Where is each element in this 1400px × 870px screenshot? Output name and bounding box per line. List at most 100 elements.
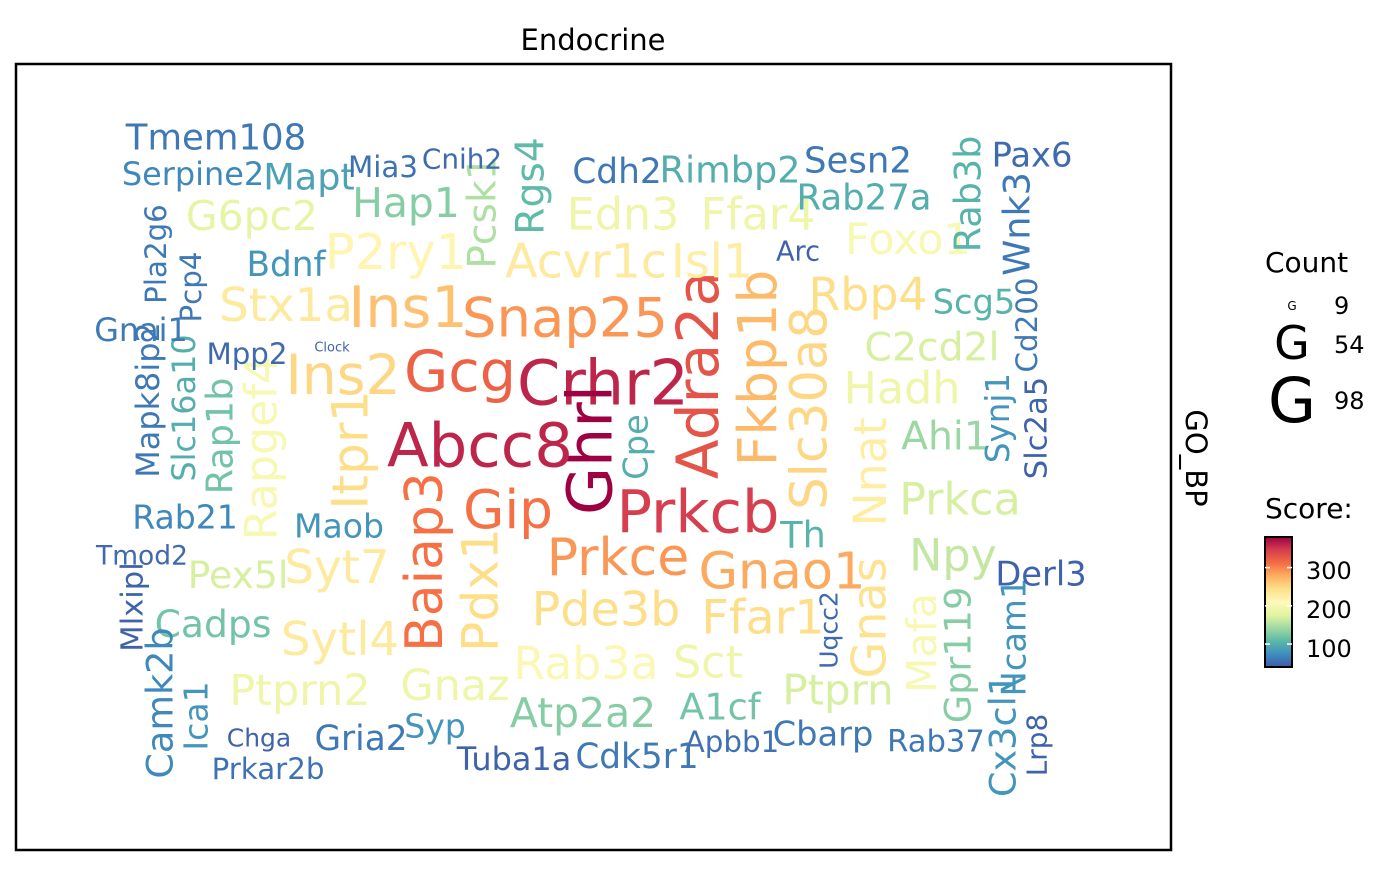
word-slc16a10: Slc16a10	[165, 334, 203, 481]
word-rap1b: Rap1b	[199, 378, 242, 495]
word-syp: Syp	[404, 707, 466, 746]
word-prkca: Prkca	[899, 475, 1021, 526]
word-mafa: Mafa	[898, 593, 946, 693]
score-colorbar-ticks	[1265, 566, 1292, 645]
word-chga: Chga	[227, 724, 292, 753]
word-bdnf: Bdnf	[246, 245, 326, 285]
word-gnas: Gnas	[843, 557, 898, 678]
word-pax6: Pax6	[992, 136, 1073, 175]
word-gnao1: Gnao1	[698, 543, 865, 602]
word-rab37: Rab37	[887, 725, 985, 760]
word-tmod2: Tmod2	[95, 541, 188, 572]
count-legend-label-large: 98	[1334, 387, 1365, 415]
count-legend-glyph-small: G	[1287, 299, 1296, 313]
word-wnk3: Wnk3	[996, 172, 1039, 276]
word-a1cf: A1cf	[679, 686, 761, 729]
score-legend: Score: 300 200 100	[1264, 492, 1353, 668]
count-legend-label-medium: 54	[1334, 331, 1365, 359]
word-edn3: Edn3	[567, 190, 680, 241]
word-mlxipl: Mlxipl	[116, 562, 151, 651]
word-rimbp2: Rimbp2	[660, 149, 801, 192]
word-scg5: Scg5	[933, 283, 1016, 322]
word-adra2a: Adra2a	[664, 271, 732, 479]
word-itpr1: Itpr1	[321, 390, 380, 509]
word-c2cd2l: C2cd2l	[865, 326, 1000, 371]
score-legend-title: Score:	[1265, 492, 1353, 525]
score-tick-label-100: 100	[1306, 635, 1352, 663]
word-rab27a: Rab27a	[796, 178, 931, 219]
word-snap25: Snap25	[462, 287, 668, 350]
score-tick-label-200: 200	[1306, 596, 1352, 624]
word-cbarp: Cbarp	[773, 715, 874, 754]
word-ins1: Ins1	[348, 275, 467, 341]
word-ncam1: Ncam1	[995, 578, 1034, 697]
word-cnih2: Cnih2	[422, 143, 502, 176]
word-prkar2b: Prkar2b	[212, 752, 325, 786]
word-mapt: Mapt	[263, 156, 355, 199]
score-tick-label-300: 300	[1306, 557, 1352, 585]
facet-strip-label: GO_BP	[1179, 409, 1213, 506]
word-cd200: Cd200	[1010, 278, 1044, 373]
word-gria2: Gria2	[314, 719, 407, 759]
word-tuba1a: Tuba1a	[456, 740, 571, 778]
score-colorbar	[1264, 536, 1293, 668]
word-pex5l: Pex5l	[188, 553, 289, 597]
word-p2ry1: P2ry1	[325, 223, 467, 281]
word-gnaz: Gnaz	[400, 661, 509, 711]
word-g6pc2: G6pc2	[186, 192, 318, 240]
count-legend-label-small: 9	[1334, 292, 1349, 320]
word-gcg: Gcg	[404, 339, 516, 405]
word-apbb1: Apbb1	[685, 725, 779, 759]
word-clock: Clock	[314, 341, 350, 356]
word-pla2g6: Pla2g6	[139, 204, 173, 304]
word-baiap3: Baiap3	[395, 472, 455, 652]
word-rab21: Rab21	[132, 498, 238, 537]
word-uqcc2: Uqcc2	[815, 591, 844, 669]
word-gpr119: Gpr119	[937, 587, 980, 723]
word-isl1: Isl1	[671, 235, 753, 290]
word-syt7: Syt7	[284, 541, 389, 595]
word-gnai1: Gnai1	[94, 311, 188, 349]
word-ptprn: Ptprn	[782, 666, 893, 715]
word-lrp8: Lrp8	[1021, 714, 1054, 776]
word-abcc8: Abcc8	[387, 411, 573, 482]
word-sesn2: Sesn2	[804, 141, 912, 182]
word-foxo1: Foxo1	[845, 215, 971, 265]
word-ffar4: Ffar4	[701, 190, 816, 241]
chart-title: Endocrine	[521, 23, 666, 57]
word-rgs4: Rgs4	[509, 137, 554, 235]
word-slc30a8: Slc30a8	[781, 306, 840, 510]
word-pcsk1: Pcsk1	[461, 155, 506, 269]
word-cadps: Cadps	[155, 602, 272, 646]
word-hap1: Hap1	[352, 179, 460, 227]
word-tmem108: Tmem108	[125, 118, 306, 159]
word-stx1a: Stx1a	[219, 279, 353, 333]
word-serpine2: Serpine2	[122, 155, 264, 193]
word-pde3b: Pde3b	[532, 583, 681, 638]
word-gip: Gip	[463, 479, 553, 541]
word-sct: Sct	[673, 638, 743, 689]
word-atp2a2: Atp2a2	[510, 689, 656, 737]
word-camk2b: Camk2b	[139, 627, 182, 778]
word-cx3cl1: Cx3cl1	[982, 673, 1025, 797]
word-fkbp1b: Fkbp1b	[727, 270, 789, 467]
word-mapk8ip2: Mapk8ip2	[129, 322, 167, 477]
word-mia3: Mia3	[348, 150, 418, 184]
word-rbp4: Rbp4	[808, 267, 927, 321]
word-arc: Arc	[776, 237, 820, 268]
count-legend-title: Count	[1265, 246, 1348, 279]
count-legend: Count G 9 G 54 G 98	[1265, 246, 1365, 437]
word-ghrl: Ghrl	[554, 385, 627, 515]
word-pcp4: Pcp4	[174, 251, 208, 322]
word-prkcb: Prkcb	[616, 478, 779, 547]
word-nnat: Nnat	[843, 417, 897, 526]
word-pdx1: Pdx1	[451, 528, 510, 652]
word-ptprn2: Ptprn2	[229, 666, 370, 716]
word-derl3: Derl3	[995, 555, 1086, 594]
word-maob: Maob	[294, 507, 384, 546]
word-sytl4: Sytl4	[281, 613, 399, 667]
word-rab3a: Rab3a	[513, 636, 658, 690]
